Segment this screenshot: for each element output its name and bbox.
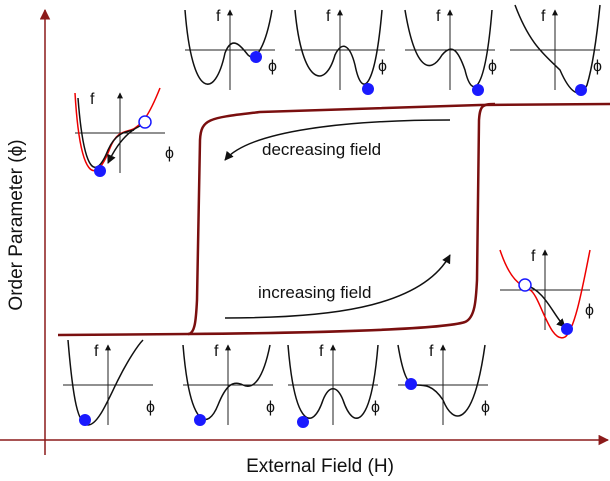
f-label: f [216,8,221,25]
inset: fϕ [184,8,277,90]
phi-label: ϕ [371,399,380,416]
phi-label: ϕ [488,58,497,75]
f-label: f [94,343,99,360]
f-label: f [429,343,434,360]
inset: fϕ [63,339,155,426]
inset: fϕ [404,8,497,96]
inset: fϕ [397,343,490,425]
x-axis-label: External Field (H) [246,456,394,477]
phi-label: ϕ [268,58,277,75]
inset: fϕ [510,4,602,96]
f-label: f [531,248,536,265]
f-label: f [436,8,441,25]
y-axis-label: Order Parameter (ϕ) [6,139,27,310]
inset: fϕ [287,343,380,428]
annotation: increasing field [258,283,371,302]
phi-label: ϕ [146,399,155,416]
phi-label: ϕ [378,58,387,75]
phi-label: ϕ [593,58,602,75]
f-label: f [541,8,546,25]
inset: fϕ [182,343,275,426]
inset: fϕ [499,248,594,339]
annotation: decreasing field [262,140,381,159]
phi-label: ϕ [481,399,490,416]
hysteresis-upper [57,102,610,337]
f-label: f [214,343,219,360]
f-label: f [90,91,95,108]
hysteresis-lower [187,102,496,336]
f-label: f [319,343,324,360]
inset: fϕ [74,87,174,177]
phi-label: ϕ [266,399,275,416]
arrow [224,254,451,319]
phi-label: ϕ [585,302,594,319]
phi-label: ϕ [165,145,174,162]
arrow [224,119,451,161]
f-label: f [326,8,331,25]
inset: fϕ [294,8,387,95]
